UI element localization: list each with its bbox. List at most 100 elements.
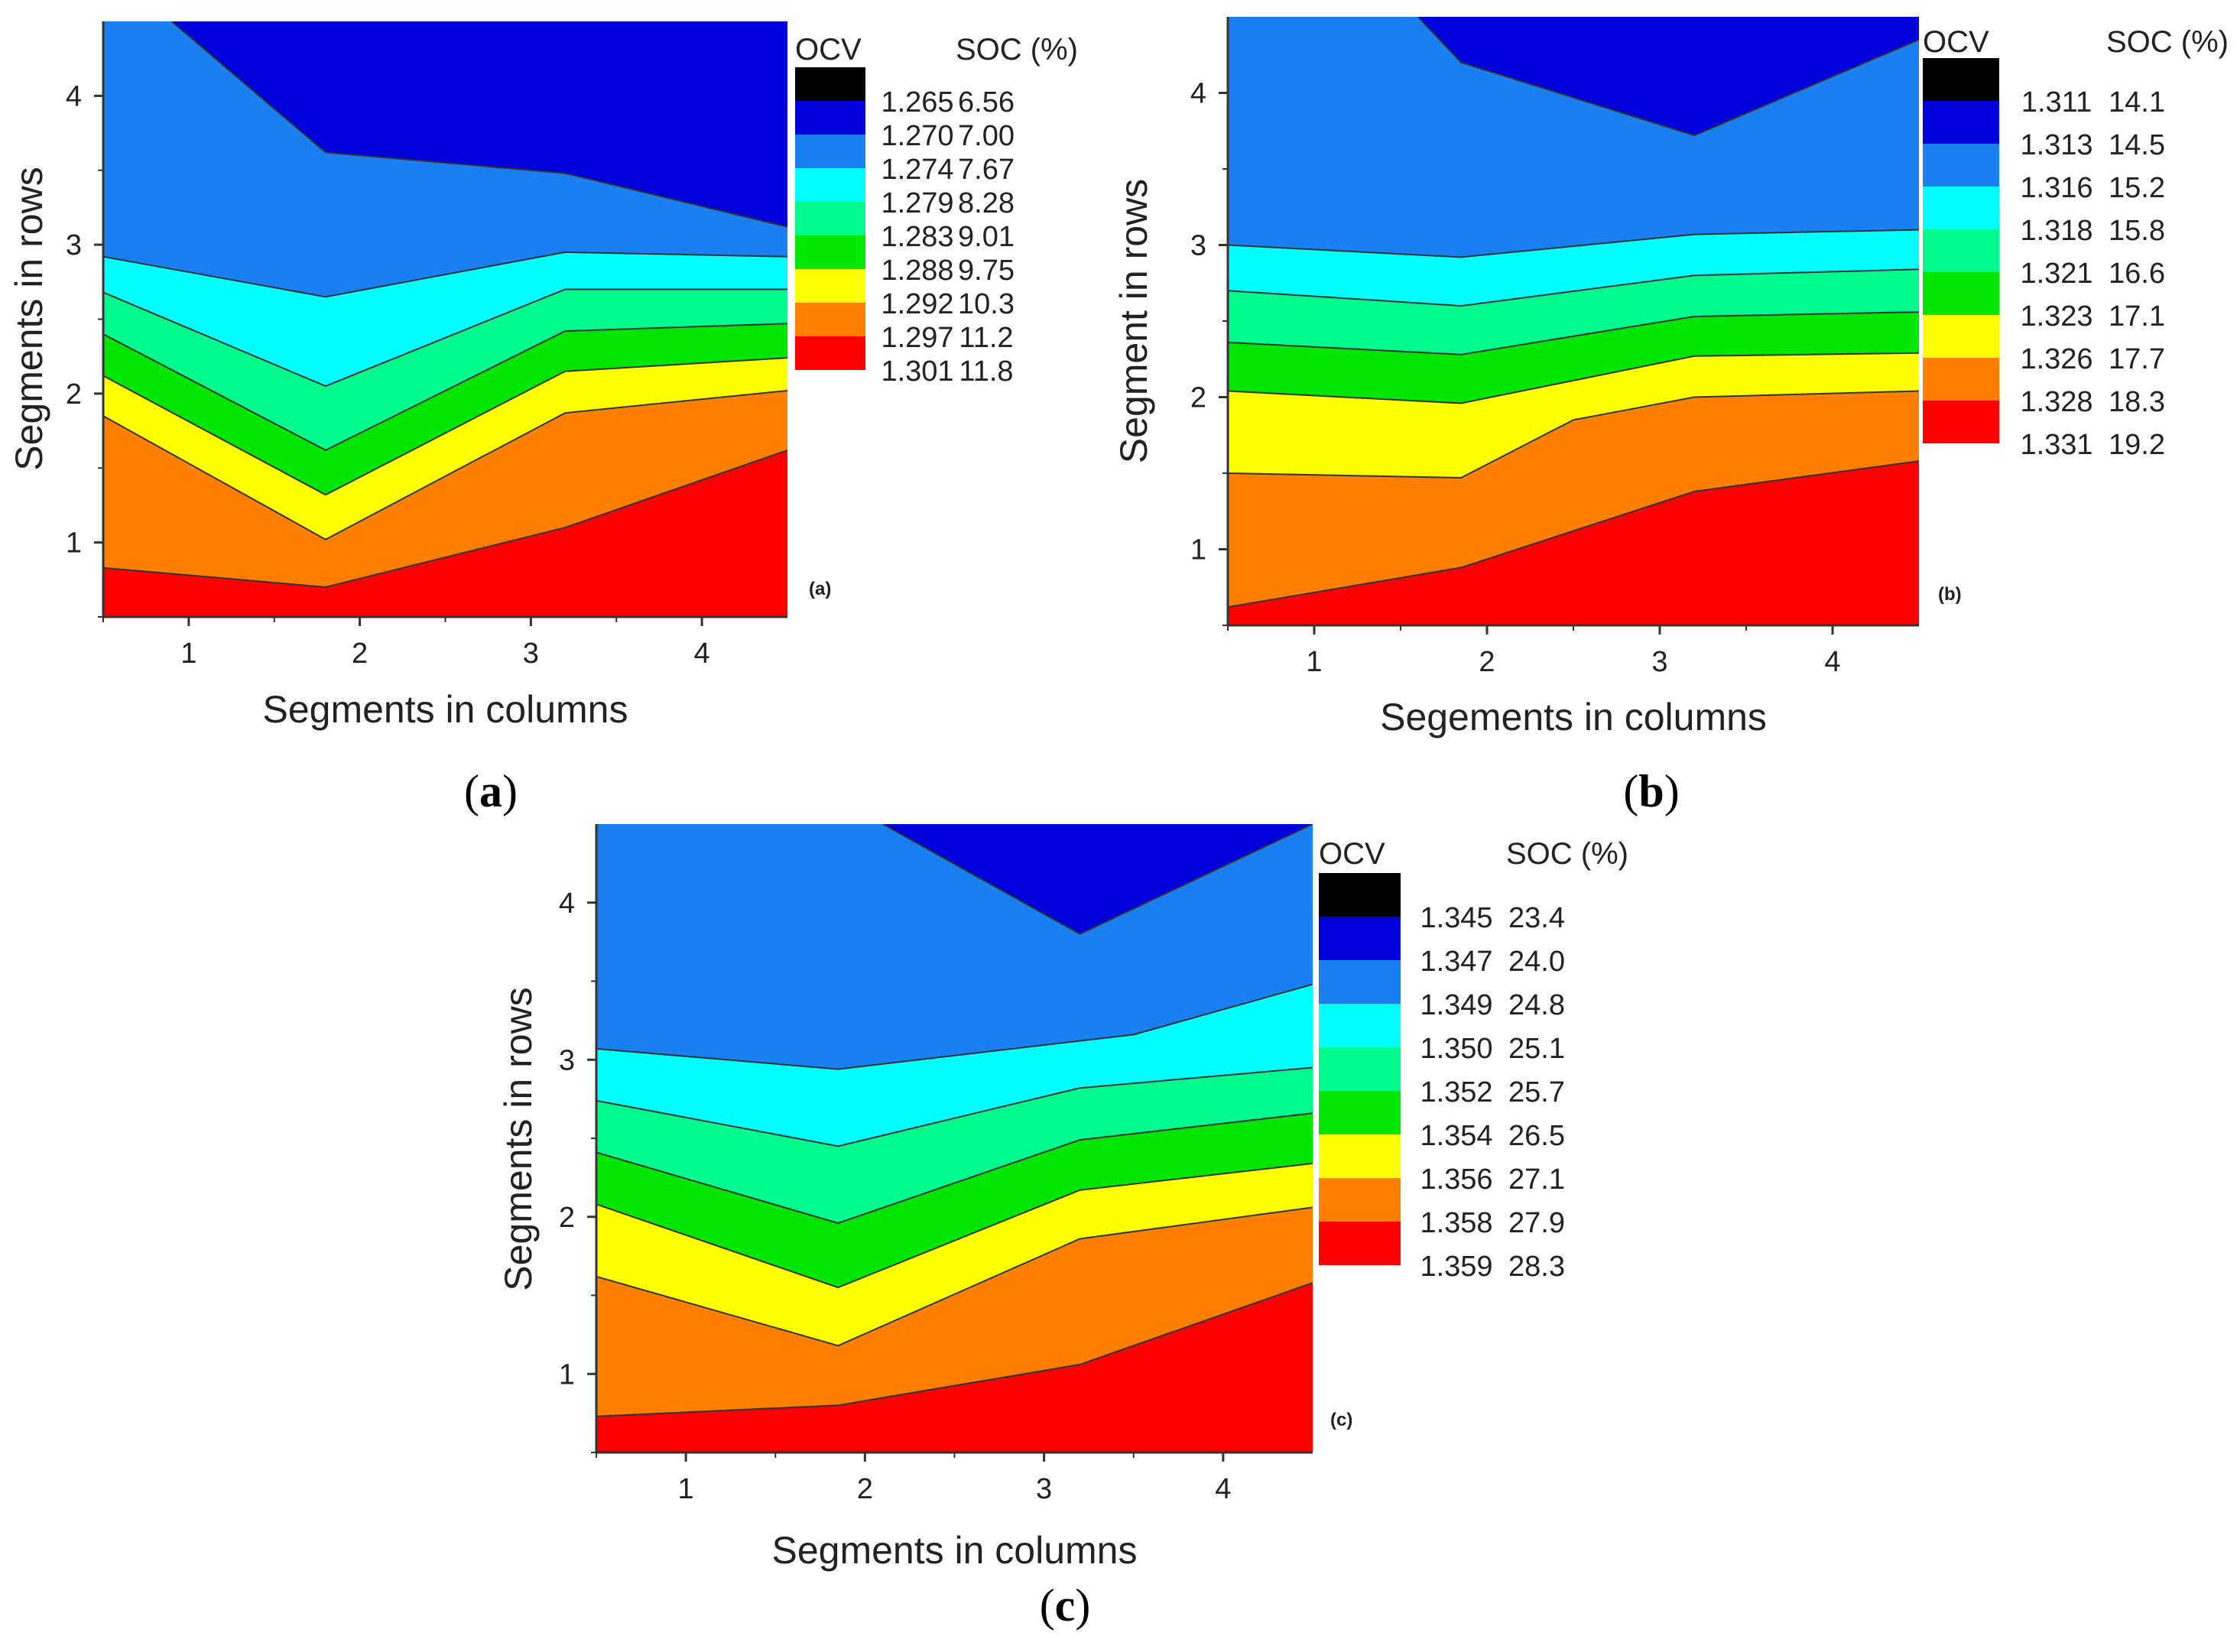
x-tick-label: 2 <box>857 1473 873 1505</box>
y-tick-label: 1 <box>559 1358 575 1391</box>
panel-caption-letter: b <box>1638 766 1664 816</box>
contour-line-3 <box>1228 268 1919 307</box>
x-tick-label: 3 <box>523 638 539 670</box>
legend-soc-value: 11.2 <box>959 322 1013 354</box>
legend-ocv-value: 1.331 <box>2020 429 2093 461</box>
y-tick-label: 4 <box>1190 78 1206 110</box>
contour-panel-b: 1 2 3 4 1 2 3 4 Segements in columns Segment in r… <box>1112 17 2229 816</box>
panel-caption: (a) <box>464 766 518 816</box>
x-tick-label: 3 <box>1651 646 1667 678</box>
legend-ocv-value: 1.283 <box>881 221 953 253</box>
panel-tag: (a) <box>809 579 831 599</box>
legend-soc-value: 7.00 <box>958 120 1015 152</box>
x-tick-label: 2 <box>352 638 368 670</box>
contour-line-5 <box>103 357 787 496</box>
x-tick-label: 1 <box>1306 646 1322 678</box>
y-tick-label: 3 <box>1190 230 1206 262</box>
x-axis-label: Segements in columns <box>1380 696 1767 738</box>
y-axis-label: Segments in rows <box>497 987 540 1290</box>
legend-swatch <box>795 303 865 336</box>
contour-region-top <box>882 824 1313 934</box>
contour-panel-c: 1 2 3 4 1 2 3 4 Segments in columns Segments in r… <box>497 824 1628 1631</box>
x-axis-label: Segments in columns <box>262 688 628 731</box>
contour-line-4 <box>596 1112 1313 1225</box>
panel-tag: (c) <box>1330 1410 1352 1430</box>
x-tick-label: 4 <box>1824 646 1840 678</box>
legend-ocv-value: 1.316 <box>2020 172 2093 204</box>
legend-swatch <box>1923 58 1999 101</box>
legend-soc-value: 10.3 <box>958 288 1015 320</box>
legend-ocv-value: 1.354 <box>1420 1120 1492 1152</box>
y-axis-label: Segment in rows <box>1112 179 1155 463</box>
legend-soc-value: 25.7 <box>1508 1076 1565 1108</box>
contour-line-1 <box>170 21 787 228</box>
legend-swatch <box>795 67 865 101</box>
legend-ocv-value: 1.313 <box>2020 129 2093 161</box>
legend-soc-value: 17.7 <box>2109 343 2165 375</box>
legend-ocv-value: 1.356 <box>1420 1164 1492 1196</box>
legend-soc-value: 19.2 <box>2109 429 2165 461</box>
legend-ocv-value: 1.350 <box>1420 1033 1492 1065</box>
legend-soc-value: 27.9 <box>1508 1207 1565 1239</box>
y-tick-label: 2 <box>559 1202 575 1234</box>
legend-swatch <box>1319 917 1401 960</box>
panel-tag: (b) <box>1938 584 1962 605</box>
legend: OCV SOC (%) 1.311 14.1 1.313 14.5 1.316 15.2 1.3… <box>1923 25 2229 461</box>
legend-ocv-value: 1.279 <box>881 187 953 219</box>
contour-line-7 <box>103 449 787 589</box>
contour-line-4 <box>1228 311 1919 355</box>
legend-soc-value: 7.67 <box>958 154 1015 186</box>
legend-swatch <box>1319 1091 1401 1134</box>
legend-soc-value: 11.8 <box>959 355 1013 388</box>
legend-ocv-value: 1.358 <box>1420 1207 1492 1239</box>
contour-line-2 <box>1228 229 1919 258</box>
legend-soc-value: 23.4 <box>1508 902 1565 934</box>
contour-line-3 <box>103 288 787 388</box>
contour-line-4 <box>103 323 787 452</box>
legend-swatch <box>1923 315 1999 358</box>
legend-soc-value: 14.1 <box>2109 86 2165 118</box>
legend-ocv-value: 1.274 <box>881 154 953 186</box>
legend-ocv-value: 1.347 <box>1420 946 1492 978</box>
contour-plot-area <box>1228 17 1919 625</box>
legend: OCV SOC (%) 1.345 23.4 1.347 24.0 1.349 24.8 1.3… <box>1319 837 1628 1283</box>
legend-ocv-value: 1.321 <box>2020 258 2093 290</box>
legend-swatch <box>795 336 865 370</box>
contour-region-7 <box>1228 461 1919 625</box>
legend-ocv-value: 1.270 <box>881 120 953 152</box>
panel-caption-letter: a <box>479 766 502 816</box>
contour-line-5 <box>1228 352 1919 404</box>
legend-heading-soc: SOC (%) <box>2106 25 2229 59</box>
legend-heading-soc: SOC (%) <box>1506 837 1628 871</box>
legend-swatch <box>1319 960 1401 1004</box>
legend-soc-value: 24.8 <box>1508 989 1565 1021</box>
contour-line-7 <box>596 1282 1313 1417</box>
legend-soc-value: 18.3 <box>2109 386 2165 418</box>
legend-ocv-value: 1.323 <box>2020 300 2093 333</box>
legend-swatch <box>1923 229 1999 272</box>
legend-soc-value: 26.5 <box>1508 1120 1565 1152</box>
legend-ocv-value: 1.328 <box>2020 386 2093 418</box>
legend-soc-value: 16.6 <box>2109 258 2165 290</box>
y-tick-label: 3 <box>559 1044 575 1076</box>
legend-soc-value: 24.0 <box>1508 946 1565 978</box>
y-tick-label: 3 <box>66 229 82 261</box>
legend-swatch <box>1319 1004 1401 1047</box>
legend-swatch <box>795 168 865 202</box>
x-tick-label: 3 <box>1036 1473 1052 1505</box>
legend-ocv-value: 1.345 <box>1420 902 1492 934</box>
contour-region-top <box>171 21 787 227</box>
y-tick-label: 4 <box>66 80 82 112</box>
contour-line-6 <box>1228 390 1919 479</box>
x-tick-label: 4 <box>1215 1473 1231 1505</box>
legend-soc-value: 25.1 <box>1508 1033 1565 1065</box>
contour-plot-area <box>103 21 787 617</box>
contour-line-6 <box>596 1206 1313 1347</box>
legend-swatch <box>1319 1134 1401 1178</box>
legend-soc-value: 28.3 <box>1508 1251 1565 1283</box>
contour-region-7 <box>103 450 787 617</box>
y-tick-label: 4 <box>559 888 575 920</box>
contour-line-3 <box>596 1066 1313 1147</box>
contour-line-6 <box>103 390 787 540</box>
